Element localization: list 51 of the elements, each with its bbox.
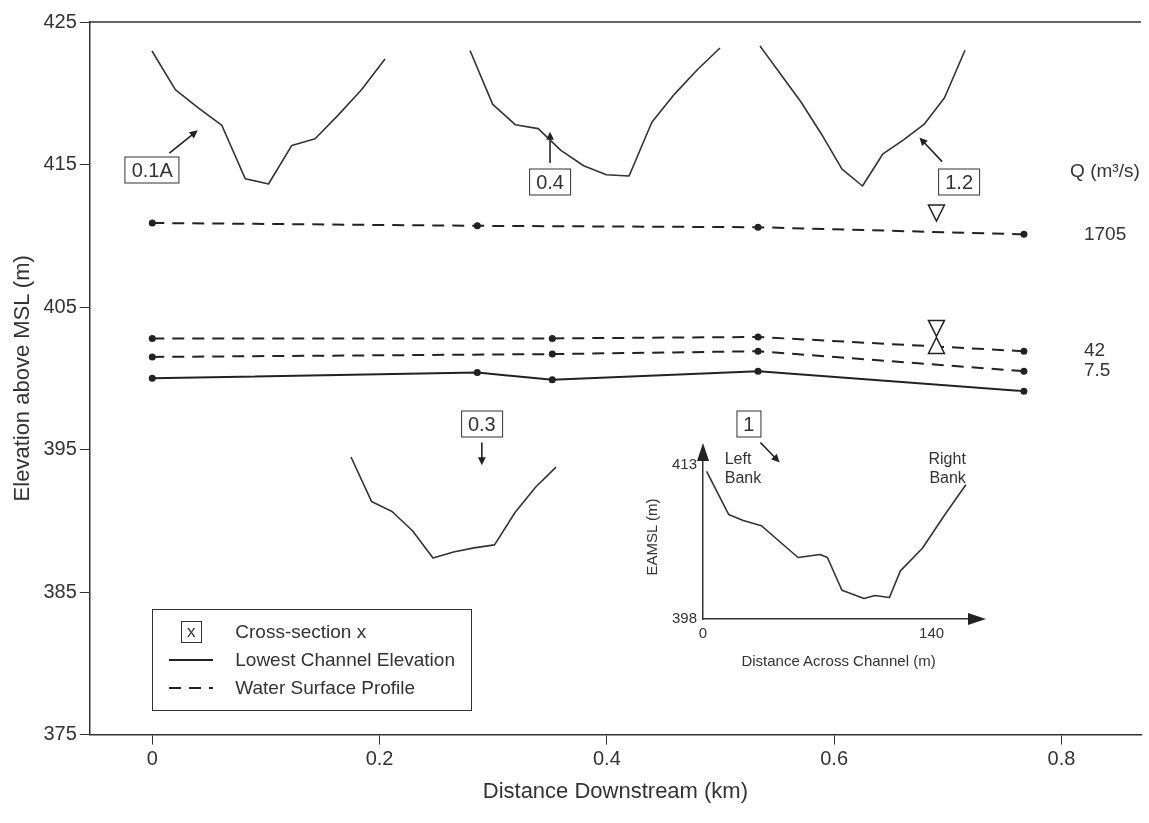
point [754,367,762,375]
text: 1705 [1083,222,1127,244]
point [754,333,762,341]
text: 42 [1083,339,1106,361]
x-tick-label: 0.6 [820,747,849,770]
point [754,347,762,355]
annotation: 0.4 [529,168,571,196]
legend-label: Lowest Channel Elevation [235,648,455,671]
text: 7.5 [1083,359,1111,381]
y-tick-label: 413 [672,455,698,473]
y-tick-label: 415 [43,152,77,175]
point [1020,230,1028,238]
point [473,369,481,377]
y-tick-label: 425 [43,9,77,32]
x-tick-label: 0.4 [592,747,621,770]
point [473,222,481,230]
annotation: Left Bank [724,450,763,487]
x-tick-label: 0 [146,747,158,770]
x-axis-title: Distance Downstream (km) [482,777,749,803]
point [148,219,156,227]
x-tick-label: 0.8 [1047,747,1076,770]
annotation: Right Bank [928,450,967,487]
x-tick-label: 140 [919,624,945,642]
legend-title: Q (m³/s) [1069,160,1140,183]
point [1020,347,1028,355]
point [1020,367,1028,375]
annotation: 0.1A [124,156,180,184]
x-axis-title: Distance Across Channel (m) [741,652,936,670]
y-tick-label: 405 [43,294,77,317]
y-tick-label: 375 [43,722,77,745]
point [548,334,556,342]
annotation: Cross-section x [235,620,367,643]
y-tick-label: 385 [43,579,77,602]
point [148,374,156,382]
point [548,376,556,384]
annotation: 1.2 [938,168,981,196]
point [148,353,156,361]
annotation: Water Surface Profile [235,676,416,699]
y-tick-label: 398 [672,609,698,627]
x-tick-label: 0 [698,624,708,642]
point [1020,387,1028,395]
y-tick-label: 395 [43,437,77,460]
annotation: 0.3 [460,410,503,438]
point [754,223,762,231]
y-axis-title: EAMSL (m) [643,498,661,576]
x-tick-label: 0.2 [365,747,394,770]
y-axis-title: Elevation above MSL (m) [9,255,35,502]
point [548,350,556,358]
point [148,334,156,342]
annotation: 1 [736,410,762,438]
annotation: x [181,620,202,643]
